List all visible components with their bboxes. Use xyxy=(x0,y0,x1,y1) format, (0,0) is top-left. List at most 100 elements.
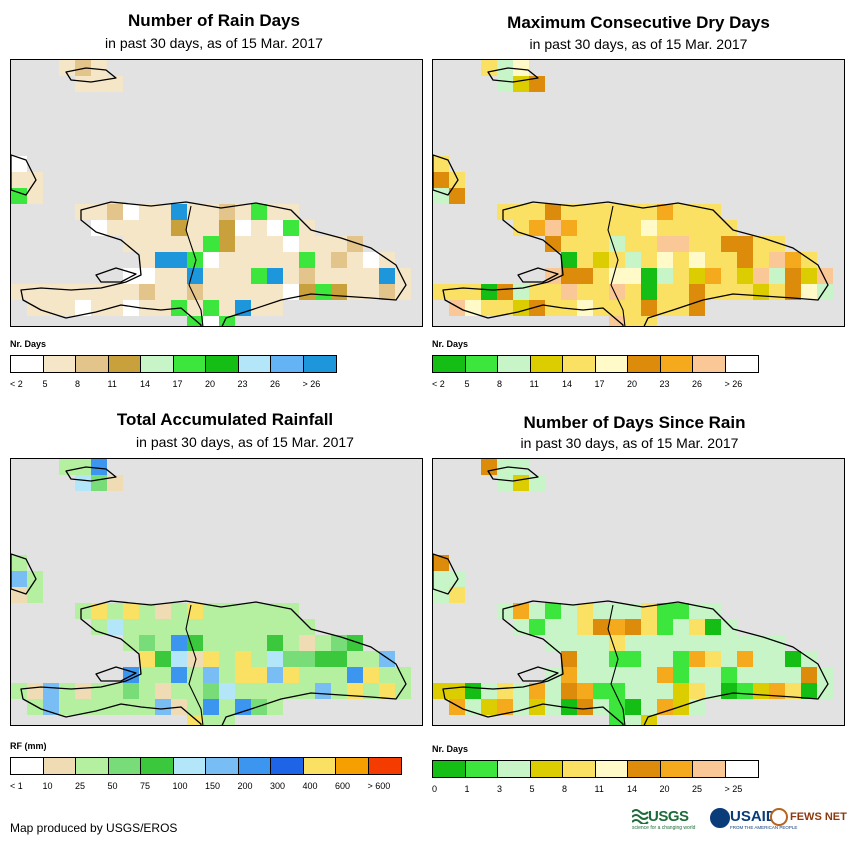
map-grid-cell xyxy=(43,683,59,699)
map-grid-cell xyxy=(625,667,641,683)
map-grid-cell xyxy=(545,635,561,651)
map-grid-cell xyxy=(203,204,219,220)
legend-label: > 26 xyxy=(724,379,743,389)
usaid-text: USAID xyxy=(730,808,777,825)
legend-label: 10 xyxy=(42,781,53,791)
map-grid-cell xyxy=(769,635,785,651)
legend-swatch xyxy=(206,356,239,372)
map-grid-cell xyxy=(267,651,283,667)
map-grid-cell xyxy=(641,316,657,326)
map-grid-cell xyxy=(139,651,155,667)
map-grid-cell xyxy=(187,300,203,316)
map-grid-cell xyxy=(347,651,363,667)
map-grid-cell xyxy=(673,252,689,268)
map-rain-days xyxy=(10,59,423,327)
panel-subtitle-rainfall: in past 30 days, as of 15 Mar. 2017 xyxy=(136,434,354,450)
map-grid-cell xyxy=(123,683,139,699)
map-grid-cell xyxy=(203,683,219,699)
map-grid-cell xyxy=(251,204,267,220)
map-grid-cell xyxy=(171,284,187,300)
legend-swatch xyxy=(141,758,174,774)
map-grid-cell xyxy=(577,667,593,683)
usgs-wave-icon xyxy=(632,809,649,824)
map-grid-cell xyxy=(107,204,123,220)
map-grid-cell xyxy=(331,651,347,667)
usaid-seal-icon xyxy=(710,808,730,828)
map-grid-cell xyxy=(769,667,785,683)
fews-net-logo: FEWS NET xyxy=(770,806,847,834)
map-grid-cell xyxy=(449,300,465,316)
map-grid-cell xyxy=(481,60,497,76)
legend-bar-rain-days xyxy=(10,355,337,373)
map-grid-cell xyxy=(433,555,449,571)
legend-label: 14 xyxy=(562,379,573,389)
map-grid-cell xyxy=(641,699,657,715)
map-grid-cell xyxy=(561,683,577,699)
map-grid-cell xyxy=(283,204,299,220)
panel-subtitle-since-rain: in past 30 days, as of 15 Mar. 2017 xyxy=(520,435,739,451)
map-grid-cell xyxy=(91,60,107,76)
map-grid-cell xyxy=(593,635,609,651)
map-grid-cell xyxy=(251,635,267,651)
map-grid-cell xyxy=(449,699,465,715)
map-grid-cell xyxy=(155,268,171,284)
legend-swatch xyxy=(76,758,109,774)
map-grid-cell xyxy=(139,667,155,683)
map-grid-cell xyxy=(219,236,235,252)
legend-label: 17 xyxy=(172,379,183,389)
map-grid-cell xyxy=(363,651,379,667)
map-grid-cell xyxy=(561,667,577,683)
legend-title-rainfall: RF (mm) xyxy=(10,741,47,751)
map-grid-cell xyxy=(577,603,593,619)
map-grid-cell xyxy=(331,236,347,252)
legend-swatch xyxy=(693,356,726,372)
map-grid-cell xyxy=(641,300,657,316)
map-grid-cell xyxy=(171,268,187,284)
map-grid-cell xyxy=(609,252,625,268)
legend-label: 25 xyxy=(75,781,86,791)
coastline-outline xyxy=(487,67,539,83)
map-grid-cell xyxy=(657,635,673,651)
map-grid-cell xyxy=(689,220,705,236)
map-grid-cell xyxy=(315,252,331,268)
map-grid-cell xyxy=(283,651,299,667)
map-grid-cell xyxy=(785,651,801,667)
map-grid-cell xyxy=(203,619,219,635)
map-grid-cell xyxy=(219,715,235,725)
legend-swatch xyxy=(530,356,563,372)
legend-label: 17 xyxy=(594,379,605,389)
map-grid-cell xyxy=(625,619,641,635)
map-canvas xyxy=(11,459,411,725)
legend-swatch xyxy=(303,356,336,372)
map-grid-cell xyxy=(785,683,801,699)
map-grid-cell xyxy=(769,236,785,252)
map-grid-cell xyxy=(347,268,363,284)
map-grid-cell xyxy=(577,284,593,300)
map-grid-cell xyxy=(331,683,347,699)
map-grid-cell xyxy=(497,76,513,92)
map-grid-cell xyxy=(545,300,561,316)
map-grid-cell xyxy=(219,635,235,651)
map-grid-cell xyxy=(609,715,625,725)
map-grid-cell xyxy=(299,619,315,635)
legend-swatch xyxy=(76,356,109,372)
legend-label: 26 xyxy=(270,379,281,389)
legend-label: 11 xyxy=(529,379,539,389)
map-grid-cell xyxy=(91,459,107,475)
map-grid-cell xyxy=(513,603,529,619)
map-grid-cell xyxy=(11,683,27,699)
map-grid-cell xyxy=(609,619,625,635)
legend-swatch xyxy=(11,758,44,774)
map-grid-cell xyxy=(817,667,833,683)
map-grid-cell xyxy=(769,284,785,300)
map-grid-cell xyxy=(107,284,123,300)
map-grid-cell xyxy=(737,651,753,667)
map-grid-cell xyxy=(513,204,529,220)
map-grid-cell xyxy=(625,236,641,252)
map-grid-cell xyxy=(753,268,769,284)
map-grid-cell xyxy=(545,619,561,635)
map-grid-cell xyxy=(481,683,497,699)
map-grid-cell xyxy=(657,252,673,268)
map-grid-cell xyxy=(107,220,123,236)
map-grid-cell xyxy=(689,651,705,667)
